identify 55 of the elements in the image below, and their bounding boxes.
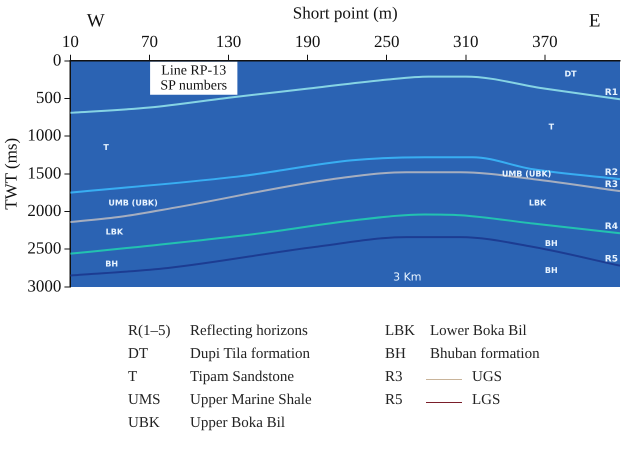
line-series — [70, 213, 620, 255]
text: E — [588, 10, 601, 32]
text: LBK — [385, 323, 415, 340]
series-label: R3 — [604, 180, 618, 190]
text: BH — [385, 346, 406, 363]
text: UBK — [128, 415, 160, 432]
text: R(1–5) — [128, 323, 170, 340]
y-tick-label: 3000 — [27, 276, 62, 296]
text: Dupi Tila formation — [190, 346, 310, 363]
text: UMS — [128, 392, 161, 409]
annotation: Line RP-13 SP numbers — [160, 63, 228, 94]
annotation: BH — [544, 266, 558, 276]
series-label: R2 — [604, 168, 618, 178]
x-tick-label: 250 — [374, 32, 400, 52]
y-tick-label: 0 — [52, 50, 62, 70]
x-tick-label: 190 — [294, 32, 320, 52]
x-tick-label: 310 — [453, 32, 479, 52]
line-series — [70, 156, 620, 194]
text: Upper Boka Bil — [190, 415, 285, 432]
text: Bhuban formation — [430, 346, 540, 363]
text: Upper Marine Shale — [190, 392, 312, 409]
y-tick-label: 2000 — [27, 200, 62, 220]
annotation: T — [548, 122, 555, 132]
line-series — [70, 76, 620, 114]
annotation: BH — [105, 259, 118, 268]
y-tick-label: 500 — [36, 88, 62, 107]
text: T — [128, 369, 138, 386]
text: DT — [128, 346, 148, 363]
annotation: LBK — [106, 228, 124, 237]
x-tick-label: 130 — [216, 32, 242, 52]
annotation: DT — [564, 69, 578, 78]
series-label: R4 — [604, 222, 618, 232]
x-tick-label: 10 — [62, 32, 79, 52]
x-axis-title: Short point (m) — [292, 4, 398, 23]
text: Reflecting horizons — [190, 323, 308, 340]
series-label: R5 — [604, 254, 618, 265]
annotation: T — [103, 142, 110, 152]
x-tick-label: 70 — [140, 32, 158, 52]
y-axis-title: TWT (ms) — [2, 138, 21, 210]
annotation: BH — [544, 238, 558, 248]
y-tick-label: 1500 — [27, 163, 62, 182]
text: R5 — [385, 392, 403, 409]
y-tick-label: 1000 — [27, 126, 62, 145]
text: LGS — [472, 392, 500, 409]
text: R3 — [385, 369, 403, 386]
text: Lower Boka Bil — [430, 323, 527, 340]
y-tick-label: 2500 — [27, 238, 62, 258]
series-label: R1 — [604, 88, 618, 98]
text: W — [86, 10, 105, 32]
annotation: 3 Km — [393, 270, 422, 284]
text: Tipam Sandstone — [190, 369, 294, 386]
text: UGS — [472, 369, 502, 386]
annotation: LBK — [528, 198, 548, 208]
x-tick-label: 370 — [532, 32, 558, 52]
annotation: UMB (UBK) — [108, 198, 158, 208]
